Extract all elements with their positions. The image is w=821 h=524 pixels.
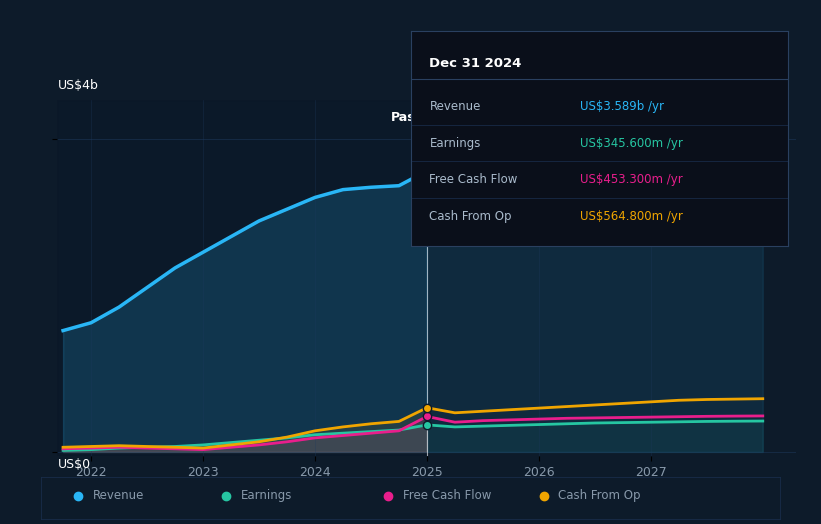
Text: Dec 31 2024: Dec 31 2024	[429, 57, 522, 70]
Text: Earnings: Earnings	[429, 137, 481, 150]
Text: US$345.600m /yr: US$345.600m /yr	[580, 137, 683, 150]
Text: Earnings: Earnings	[241, 489, 292, 502]
Text: US$3.589b /yr: US$3.589b /yr	[580, 100, 664, 113]
Text: US$564.800m /yr: US$564.800m /yr	[580, 210, 683, 223]
Text: US$0: US$0	[57, 457, 90, 471]
Text: Free Cash Flow: Free Cash Flow	[429, 173, 518, 186]
Text: Analysts Forecasts: Analysts Forecasts	[436, 111, 553, 124]
Bar	[57, 100, 427, 456]
Text: Revenue: Revenue	[429, 100, 481, 113]
Text: Free Cash Flow: Free Cash Flow	[403, 489, 492, 502]
Text: Cash From Op: Cash From Op	[429, 210, 511, 223]
Text: Revenue: Revenue	[93, 489, 144, 502]
Text: US$4b: US$4b	[57, 80, 99, 92]
Text: US$453.300m /yr: US$453.300m /yr	[580, 173, 683, 186]
Text: Cash From Op: Cash From Op	[558, 489, 640, 502]
Text: Past: Past	[391, 111, 421, 124]
